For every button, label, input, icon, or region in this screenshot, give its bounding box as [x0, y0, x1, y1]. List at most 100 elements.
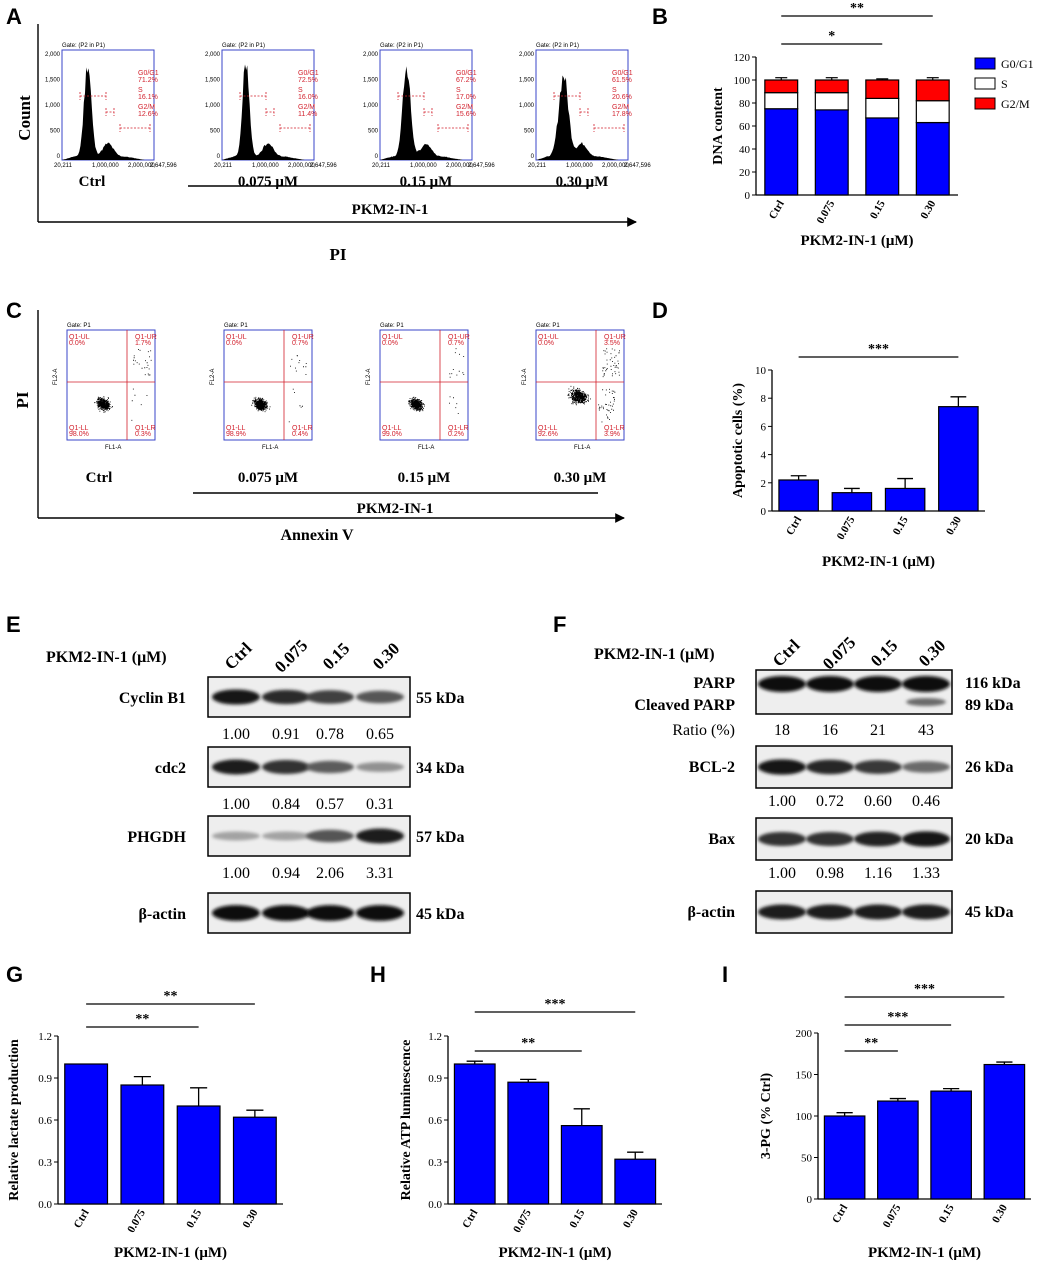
chart-h-atp: 0.0 0.3 0.6 0.9 1.2 Relative ATP luminescence…	[399, 997, 662, 1261]
band-ratio: 1.33	[912, 865, 940, 882]
y-tick-label: 60	[739, 121, 751, 133]
y-axis-label: DNA content	[711, 87, 726, 165]
gate-s	[265, 108, 275, 116]
y-tick-label: 0.9	[38, 1073, 52, 1085]
parp-band	[902, 676, 950, 692]
g2m-value-line: 11.4%	[298, 111, 317, 118]
y-tick-label: 2	[761, 478, 767, 490]
quadrant-ur-value: Q1-UR 1.7%	[135, 334, 157, 347]
bar	[453, 1063, 496, 1205]
blot-f-row-0-band	[854, 760, 902, 774]
y-tick-label: 6	[761, 421, 767, 433]
g2m-value-line: G2/M	[298, 104, 315, 111]
y-tick: 500	[524, 129, 535, 135]
y-tick-label: 0.0	[38, 1199, 52, 1211]
quadrant-lr-value-line: 0.2%	[448, 431, 464, 438]
y-tick-label: 0.3	[38, 1157, 52, 1169]
quadrant-ll-value: Q1-LL 92.6%	[538, 425, 558, 438]
cleaved-parp-band	[906, 698, 946, 706]
bar-G0G1	[814, 109, 849, 196]
dotplot-frame	[535, 329, 625, 441]
chart-g-lactate: 0.0 0.3 0.6 0.9 1.2 Relative lactate producti…	[7, 989, 283, 1261]
quadrant-ur-value-line: 1.7%	[135, 340, 151, 347]
panel-c-group-label: PKM2-IN-1	[357, 501, 434, 517]
y-tick-label: 0.6	[38, 1115, 52, 1127]
band-ratio: 0.31	[366, 796, 394, 813]
y-tick: 0	[217, 154, 221, 160]
bar-G0G1	[865, 117, 900, 196]
y-tick: 1,000	[363, 103, 379, 109]
x-axis-label: PKM2-IN-1 (μM)	[868, 1245, 981, 1261]
blot-e-row-1-band	[356, 762, 404, 772]
histogram-0: Gate: (P2 in P1)2,000 1,500 1,000 500 0 20,21…	[45, 43, 177, 190]
band-ratio: 0.46	[912, 793, 940, 810]
y-tick: 1,000	[205, 103, 221, 109]
band-ratio: 1.00	[222, 726, 250, 743]
blot-e-row-1-band	[262, 760, 310, 774]
bar	[507, 1081, 550, 1205]
quadrant-ul-value-line: 0.0%	[382, 340, 398, 347]
quadrant-ul-value: Q1-UL 0.0%	[69, 334, 90, 347]
g0g1-value-line: G0/G1	[138, 70, 159, 77]
quadrant-ul-value-line: 0.0%	[538, 340, 554, 347]
band-ratio: 0.94	[272, 865, 300, 882]
axis-y-name: FL2-A	[53, 369, 59, 385]
quadrant-lr-value-line: Q1-LR	[292, 425, 313, 432]
protein-name: BCL-2	[689, 759, 735, 776]
blot-e-row-0-band	[262, 689, 310, 705]
bar	[232, 1116, 277, 1205]
dotplot-events	[408, 348, 465, 414]
quadrant-lr-value: Q1-LR 0.4%	[292, 425, 313, 438]
y-tick: 1,000	[519, 103, 535, 109]
y-tick-label: 40	[739, 144, 751, 156]
s-value-line: S	[456, 87, 461, 94]
protein-name: Cyclin B1	[119, 690, 186, 707]
y-tick: 500	[368, 129, 379, 135]
quadrant-lr-value-line: Q1-LR	[604, 425, 625, 432]
s-value: S 17.0%	[456, 87, 476, 101]
bar	[64, 1063, 109, 1205]
x-axis-label: PKM2-IN-1 (μM)	[800, 233, 913, 249]
protein-name: Bax	[708, 831, 735, 848]
x-axis-label: PKM2-IN-1 (μM)	[498, 1245, 611, 1261]
panel-letter-c: C	[6, 298, 22, 323]
histogram-label: 0.30 μM	[556, 174, 609, 190]
x-tick-label: 0.075	[815, 198, 838, 226]
legend-swatch	[974, 97, 996, 110]
x-tick: 20,211	[54, 163, 73, 169]
g0g1-value-line: G0/G1	[298, 70, 319, 77]
band-ratio: 1.00	[768, 865, 796, 882]
histogram-curve	[222, 64, 314, 160]
bar	[884, 487, 926, 512]
y-tick: 1,500	[205, 78, 221, 84]
blot-e-row-2-band	[212, 831, 260, 841]
significance-stars: *	[828, 29, 835, 44]
parp-band	[758, 676, 806, 692]
band-ratio: 0.98	[816, 865, 844, 882]
bar-G2M	[814, 79, 849, 94]
gate-s	[423, 108, 433, 116]
gate-title: Gate: (P2 in P1)	[62, 43, 105, 49]
blot-header: PKM2-IN-1 (μM)	[594, 646, 715, 663]
x-axis-label: PKM2-IN-1 (μM)	[114, 1245, 227, 1261]
g2m-value: G2/M 17.8%	[612, 104, 632, 118]
gate-title: Gate: P1	[380, 323, 404, 329]
panel-letter-a: A	[6, 4, 22, 29]
x-tick: 1,000,000	[92, 163, 119, 169]
protein-name: PHGDH	[127, 829, 186, 846]
x-axis-label: PKM2-IN-1 (μM)	[822, 554, 935, 570]
y-tick-label: 0.6	[428, 1115, 442, 1127]
protein-name: β-actin	[687, 904, 735, 921]
panel-a-group-label: PKM2-IN-1	[352, 202, 429, 218]
blot-f-row-1-band	[806, 832, 854, 846]
kda-label: 26 kDa	[965, 759, 1013, 776]
dotplot-label: Ctrl	[86, 470, 113, 486]
quadrant-lr-value-line: Q1-LR	[448, 425, 469, 432]
blot-e-row-2-band	[262, 831, 310, 841]
significance-stars: ***	[868, 342, 889, 357]
blot-f-row-2-band	[758, 904, 806, 920]
x-tick: 20,211	[528, 163, 547, 169]
x-tick: 20,211	[214, 163, 233, 169]
lane-header: 0.075	[271, 636, 311, 676]
g0g1-value-line: 72.5%	[298, 77, 318, 84]
